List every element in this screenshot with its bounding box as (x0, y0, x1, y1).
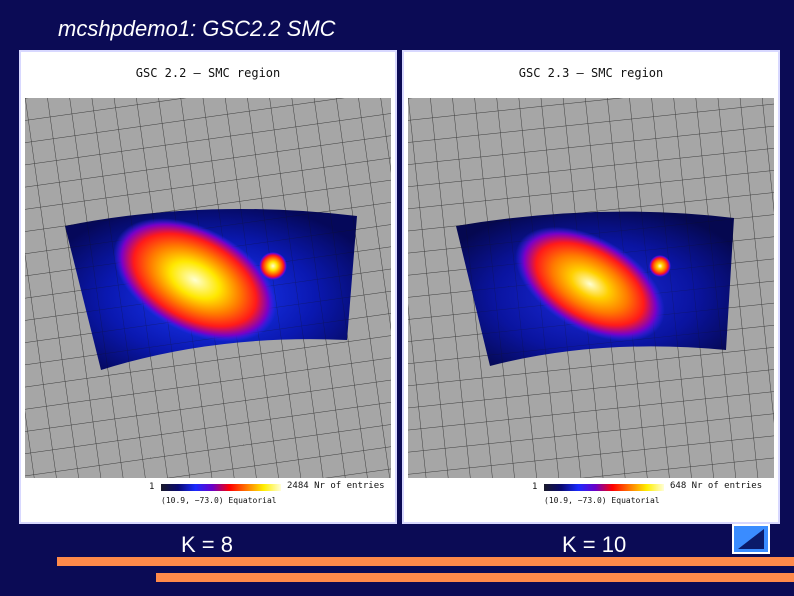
map-panel-right: GSC 2.3 — SMC region (402, 50, 780, 524)
density-map (408, 98, 774, 478)
density-map-graphic (408, 98, 774, 478)
colorbar: 1 648 Nr of entries (404, 480, 778, 500)
density-map-graphic (25, 98, 391, 478)
map-panel-left: GSC 2.2 — SMC region (19, 50, 397, 524)
back-button[interactable] (732, 524, 770, 554)
caption-right: K = 10 (562, 532, 627, 557)
density-map (25, 98, 391, 478)
decorative-bar (57, 557, 794, 566)
colorbar-min-label: 1 (149, 482, 155, 492)
colorbar: 1 2484 Nr of entries (21, 480, 395, 500)
colorbar-gradient (161, 484, 281, 491)
colorbar-min-label: 1 (532, 482, 538, 492)
decorative-bar (156, 573, 794, 582)
caption-left: K = 8 (181, 532, 233, 557)
colorbar-gradient (544, 484, 664, 491)
colorbar-max-label: 648 Nr of entries (670, 481, 763, 491)
map-title: GSC 2.3 — SMC region (518, 66, 664, 80)
map-title: GSC 2.2 — SMC region (135, 66, 281, 80)
map-center-label: (10.9, −73.0) Equatorial (161, 496, 277, 505)
slide-title: mcshpdemo1: GSC2.2 SMC (58, 16, 336, 41)
colorbar-max-label: 2484 Nr of entries (287, 481, 385, 491)
triangle-back-icon (738, 529, 764, 549)
map-center-label: (10.9, −73.0) Equatorial (544, 496, 660, 505)
